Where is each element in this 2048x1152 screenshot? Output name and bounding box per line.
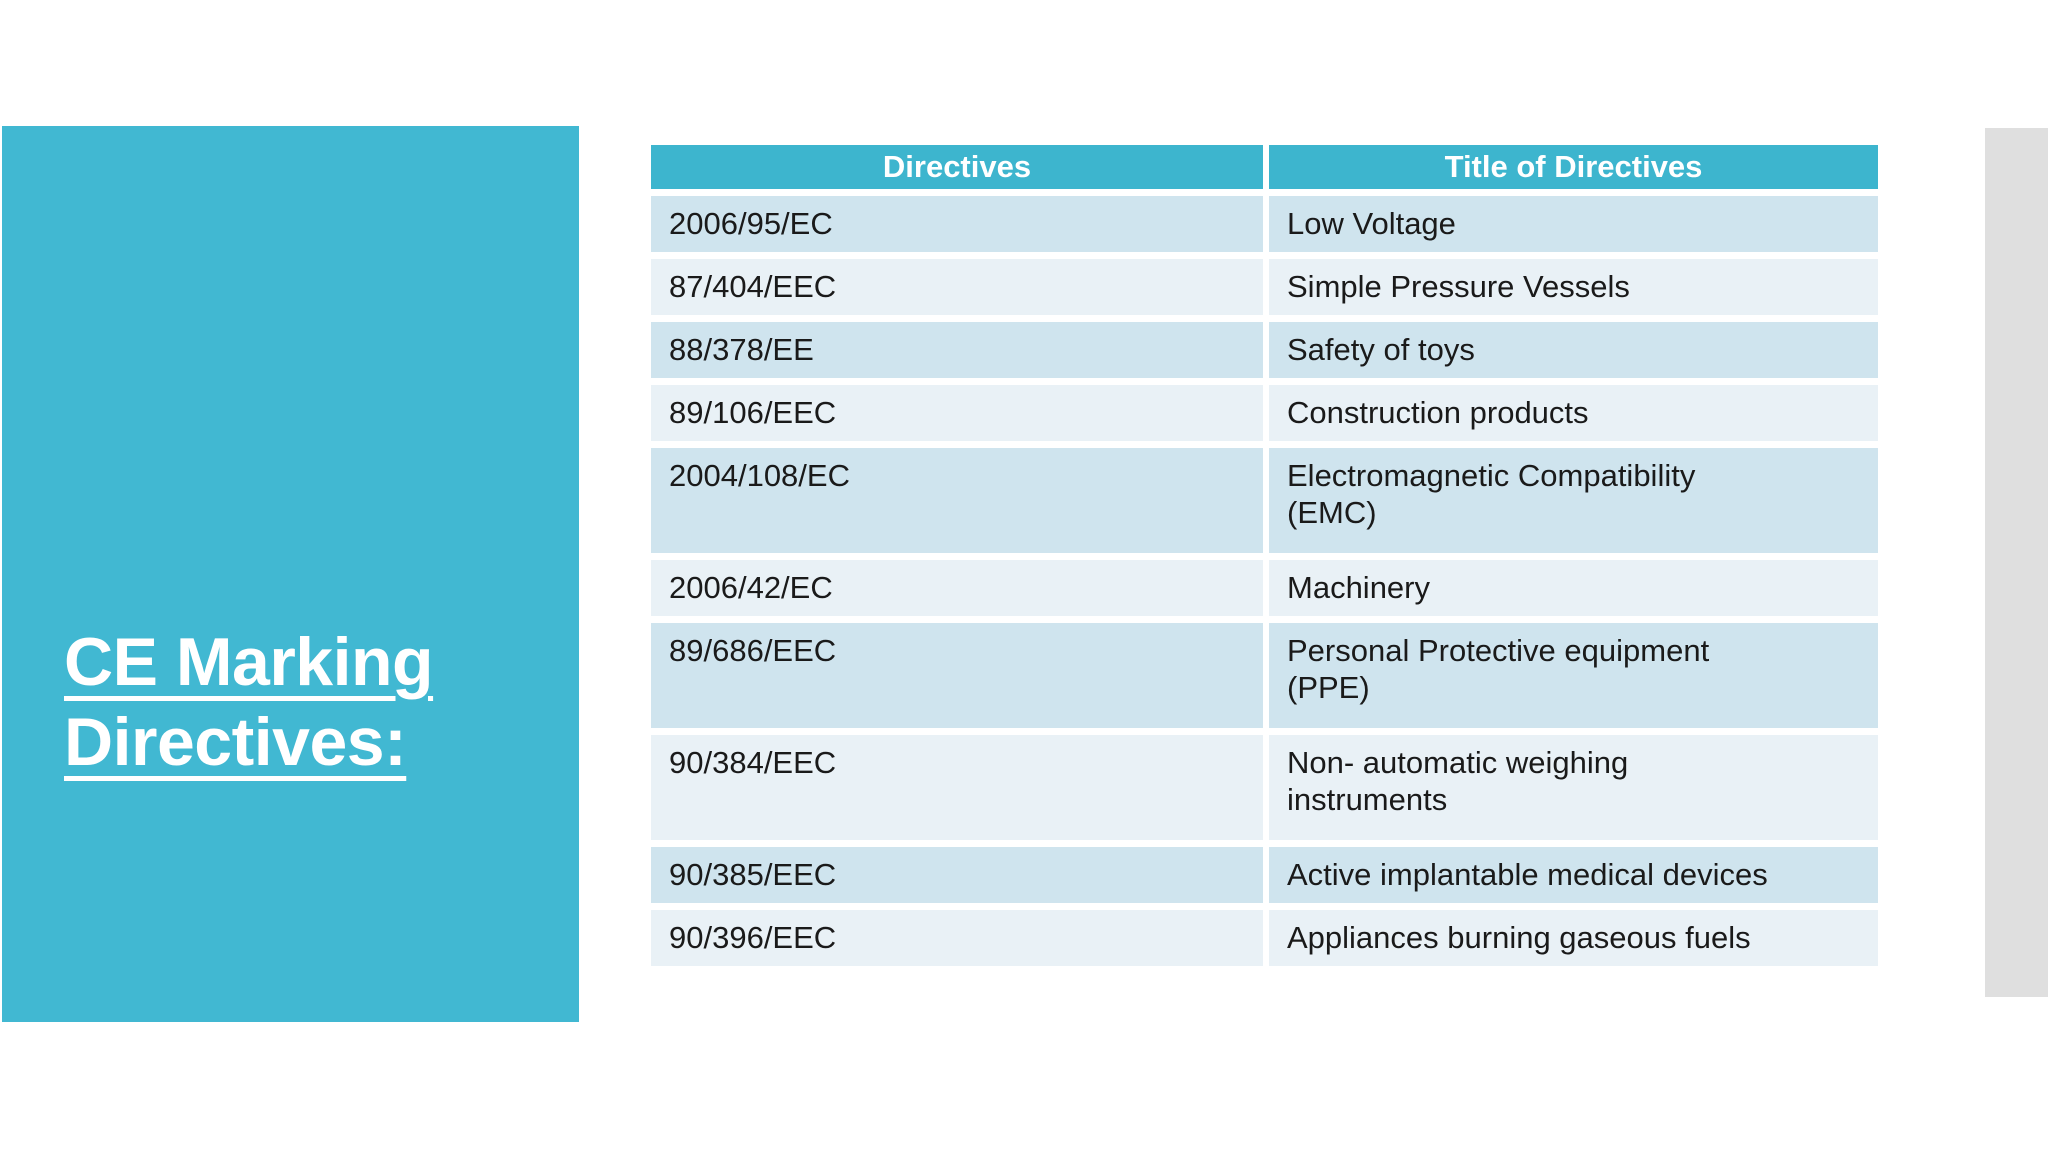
- title-cell: Construction products: [1269, 385, 1878, 448]
- table-row: 89/106/EEC Construction products: [651, 385, 1878, 448]
- table-header-row: Directives Title of Directives: [651, 145, 1878, 196]
- directive-cell: 2004/108/EC: [651, 448, 1269, 560]
- title-cell: Simple Pressure Vessels: [1269, 259, 1878, 322]
- slide-title: CE Marking Directives:: [64, 624, 434, 780]
- title-cell: Non- automatic weighing instruments: [1269, 735, 1878, 847]
- table-row: 88/378/EE Safety of toys: [651, 322, 1878, 385]
- title-cell: Electromagnetic Compatibility (EMC): [1269, 448, 1878, 560]
- right-side-strip: [1985, 128, 2048, 997]
- table-row: 87/404/EEC Simple Pressure Vessels: [651, 259, 1878, 322]
- table-row: 2004/108/EC Electromagnetic Compatibilit…: [651, 448, 1878, 560]
- table-row: 90/385/EEC Active implantable medical de…: [651, 847, 1878, 910]
- directive-cell: 90/384/EEC: [651, 735, 1269, 847]
- column-header-directives: Directives: [651, 145, 1269, 196]
- title-cell: Low Voltage: [1269, 196, 1878, 259]
- directive-cell: 2006/42/EC: [651, 560, 1269, 623]
- directive-cell: 87/404/EEC: [651, 259, 1269, 322]
- title-cell: Machinery: [1269, 560, 1878, 623]
- table-row: 89/686/EEC Personal Protective equipment…: [651, 623, 1878, 735]
- title-cell: Safety of toys: [1269, 322, 1878, 385]
- table-row: 2006/42/EC Machinery: [651, 560, 1878, 623]
- directive-cell: 89/686/EEC: [651, 623, 1269, 735]
- directive-cell: 88/378/EE: [651, 322, 1269, 385]
- title-cell: Personal Protective equipment (PPE): [1269, 623, 1878, 735]
- directive-cell: 89/106/EEC: [651, 385, 1269, 448]
- table-row: 90/384/EEC Non- automatic weighing instr…: [651, 735, 1878, 847]
- title-cell: Active implantable medical devices: [1269, 847, 1878, 910]
- directive-cell: 90/385/EEC: [651, 847, 1269, 910]
- title-panel: CE Marking Directives:: [2, 126, 579, 1022]
- column-header-title-of-directives: Title of Directives: [1269, 145, 1878, 196]
- directive-cell: 2006/95/EC: [651, 196, 1269, 259]
- title-cell: Appliances burning gaseous fuels: [1269, 910, 1878, 973]
- table-row: 90/396/EEC Appliances burning gaseous fu…: [651, 910, 1878, 973]
- directive-cell: 90/396/EEC: [651, 910, 1269, 973]
- directives-table: Directives Title of Directives 2006/95/E…: [651, 145, 1878, 973]
- table-row: 2006/95/EC Low Voltage: [651, 196, 1878, 259]
